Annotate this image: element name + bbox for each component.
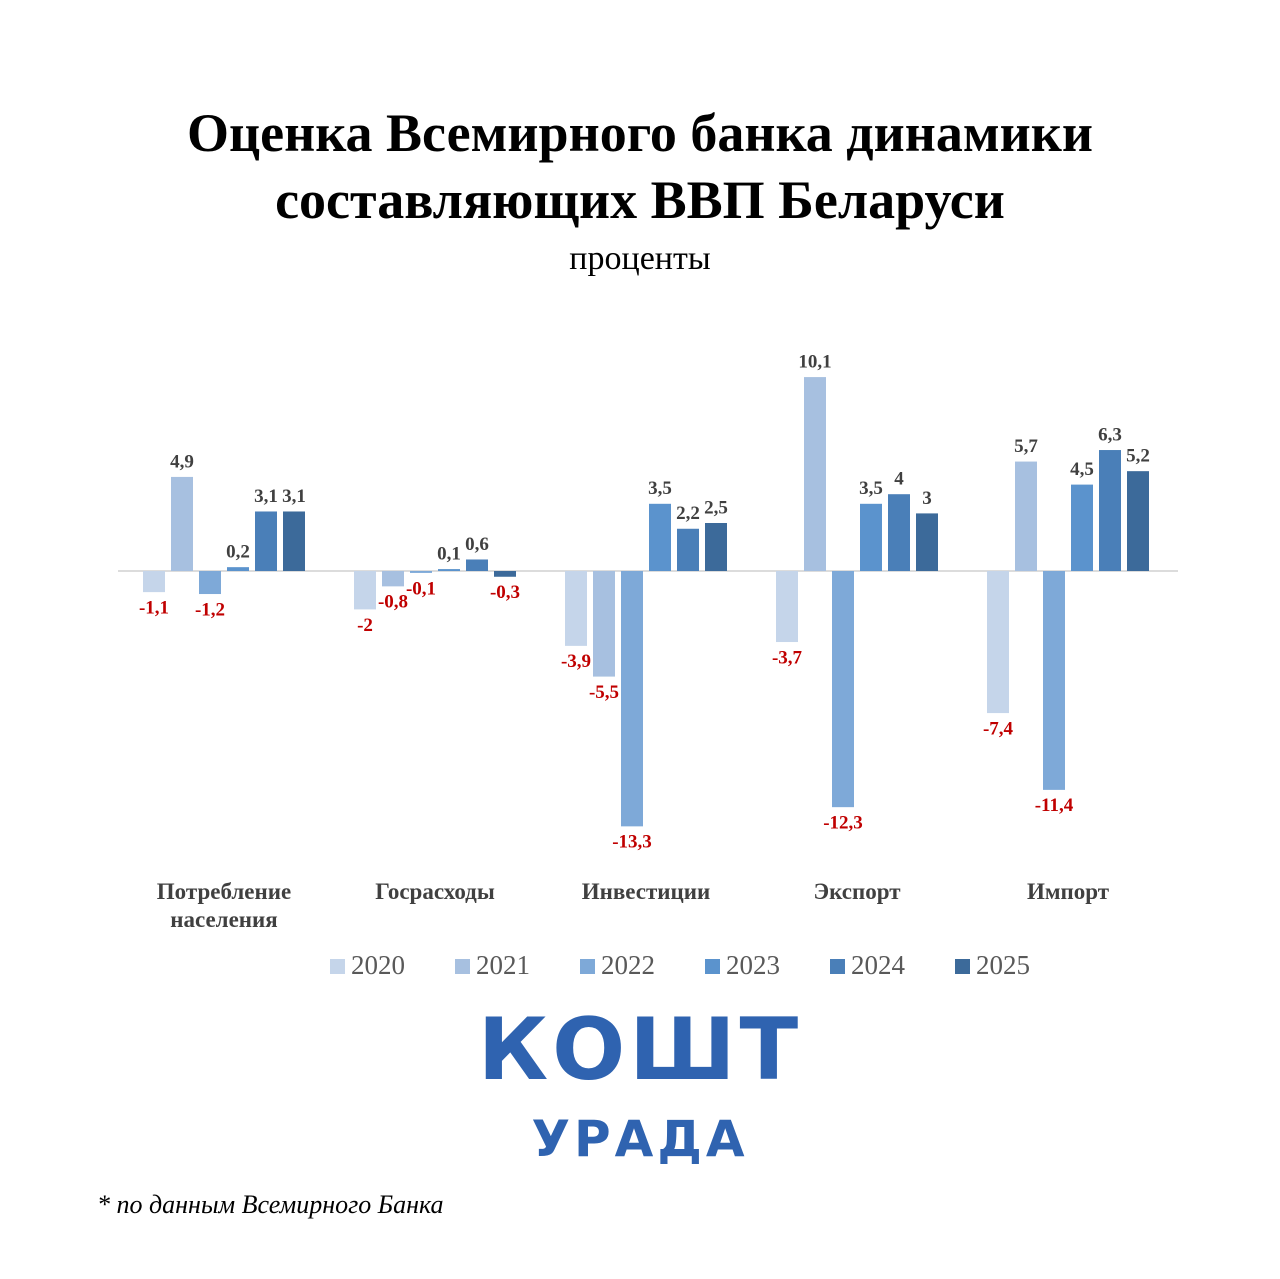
- value-label: 10,1: [798, 351, 831, 372]
- value-label: -1,2: [195, 599, 225, 620]
- value-label: 2,5: [704, 497, 728, 518]
- value-label: 3: [922, 488, 932, 509]
- value-label: -0,1: [406, 578, 436, 599]
- value-label: 4,5: [1070, 459, 1094, 480]
- value-label: 6,3: [1098, 424, 1122, 445]
- legend-swatch: [955, 959, 970, 974]
- bar: [1043, 571, 1065, 790]
- bar: [776, 571, 798, 643]
- bar: [1099, 450, 1121, 571]
- value-label: -13,3: [612, 832, 652, 853]
- bar: [916, 513, 938, 571]
- bar: [649, 503, 671, 571]
- bar: [888, 494, 910, 571]
- bar: [382, 571, 404, 587]
- bar: [410, 571, 432, 573]
- bar: [1015, 461, 1037, 571]
- value-label: -7,4: [983, 718, 1014, 739]
- bar: [199, 571, 221, 595]
- value-label: 3,1: [254, 486, 278, 507]
- chart-title: Оценка Всемирного банка динамики составл…: [187, 103, 1093, 230]
- bar: [860, 503, 882, 571]
- value-label: 5,2: [1126, 446, 1150, 467]
- value-label: 3,5: [648, 478, 672, 499]
- bar: [494, 571, 516, 577]
- bar: [832, 571, 854, 808]
- logo-bottom: УРАДА: [531, 1110, 749, 1168]
- legend-label: 2022: [601, 950, 655, 980]
- legend-swatch: [455, 959, 470, 974]
- value-label: -1,1: [139, 597, 169, 618]
- value-label: -12,3: [823, 813, 863, 834]
- value-label: -3,7: [772, 647, 803, 668]
- bar: [171, 476, 193, 571]
- footnote: * по данным Всемирного Банка: [97, 1190, 444, 1219]
- bar: [565, 571, 587, 646]
- legend-swatch: [830, 959, 845, 974]
- bar: [438, 569, 460, 571]
- value-label: -5,5: [589, 682, 619, 703]
- bar: [255, 511, 277, 571]
- x-tick-label: Экспорт: [813, 879, 901, 904]
- bar: [1127, 471, 1149, 571]
- bar: [705, 523, 727, 571]
- legend-swatch: [580, 959, 595, 974]
- x-tick-label: Потребление населения: [156, 879, 292, 932]
- bar: [804, 377, 826, 571]
- value-label: 5,7: [1014, 436, 1038, 457]
- bar: [621, 571, 643, 827]
- legend-label: 2024: [851, 950, 906, 980]
- value-label: 0,1: [437, 543, 461, 564]
- legend-label: 2021: [476, 950, 530, 980]
- legend-label: 2020: [351, 950, 405, 980]
- value-label: -2: [357, 615, 373, 636]
- chart-subtitle: проценты: [569, 240, 711, 277]
- value-label: 0,2: [226, 542, 250, 563]
- bar: [466, 559, 488, 571]
- legend-label: 2025: [976, 950, 1030, 980]
- value-label: -11,4: [1035, 795, 1074, 816]
- bar: [143, 571, 165, 593]
- x-tick-label: Импорт: [1026, 879, 1110, 904]
- bar: [227, 567, 249, 571]
- value-label: 2,2: [676, 503, 700, 524]
- bar: [677, 528, 699, 571]
- bar: [593, 571, 615, 677]
- value-label: 0,6: [465, 534, 489, 555]
- bar: [283, 511, 305, 571]
- bar: [354, 571, 376, 610]
- x-tick-label: Инвестиции: [581, 879, 711, 904]
- value-label: 4,9: [170, 451, 194, 472]
- logo-top: КОШТ: [477, 1000, 803, 1100]
- value-label: 4: [894, 469, 904, 490]
- value-label: 3,5: [859, 478, 883, 499]
- legend-label: 2023: [726, 950, 780, 980]
- x-tick-label: Госрасходы: [375, 879, 495, 904]
- value-label: -0,3: [490, 582, 520, 603]
- legend-swatch: [705, 959, 720, 974]
- legend-swatch: [330, 959, 345, 974]
- value-label: -0,8: [378, 592, 408, 613]
- value-label: 3,1: [282, 486, 306, 507]
- value-label: -3,9: [561, 651, 591, 672]
- bar: [1071, 484, 1093, 571]
- bar: [987, 571, 1009, 714]
